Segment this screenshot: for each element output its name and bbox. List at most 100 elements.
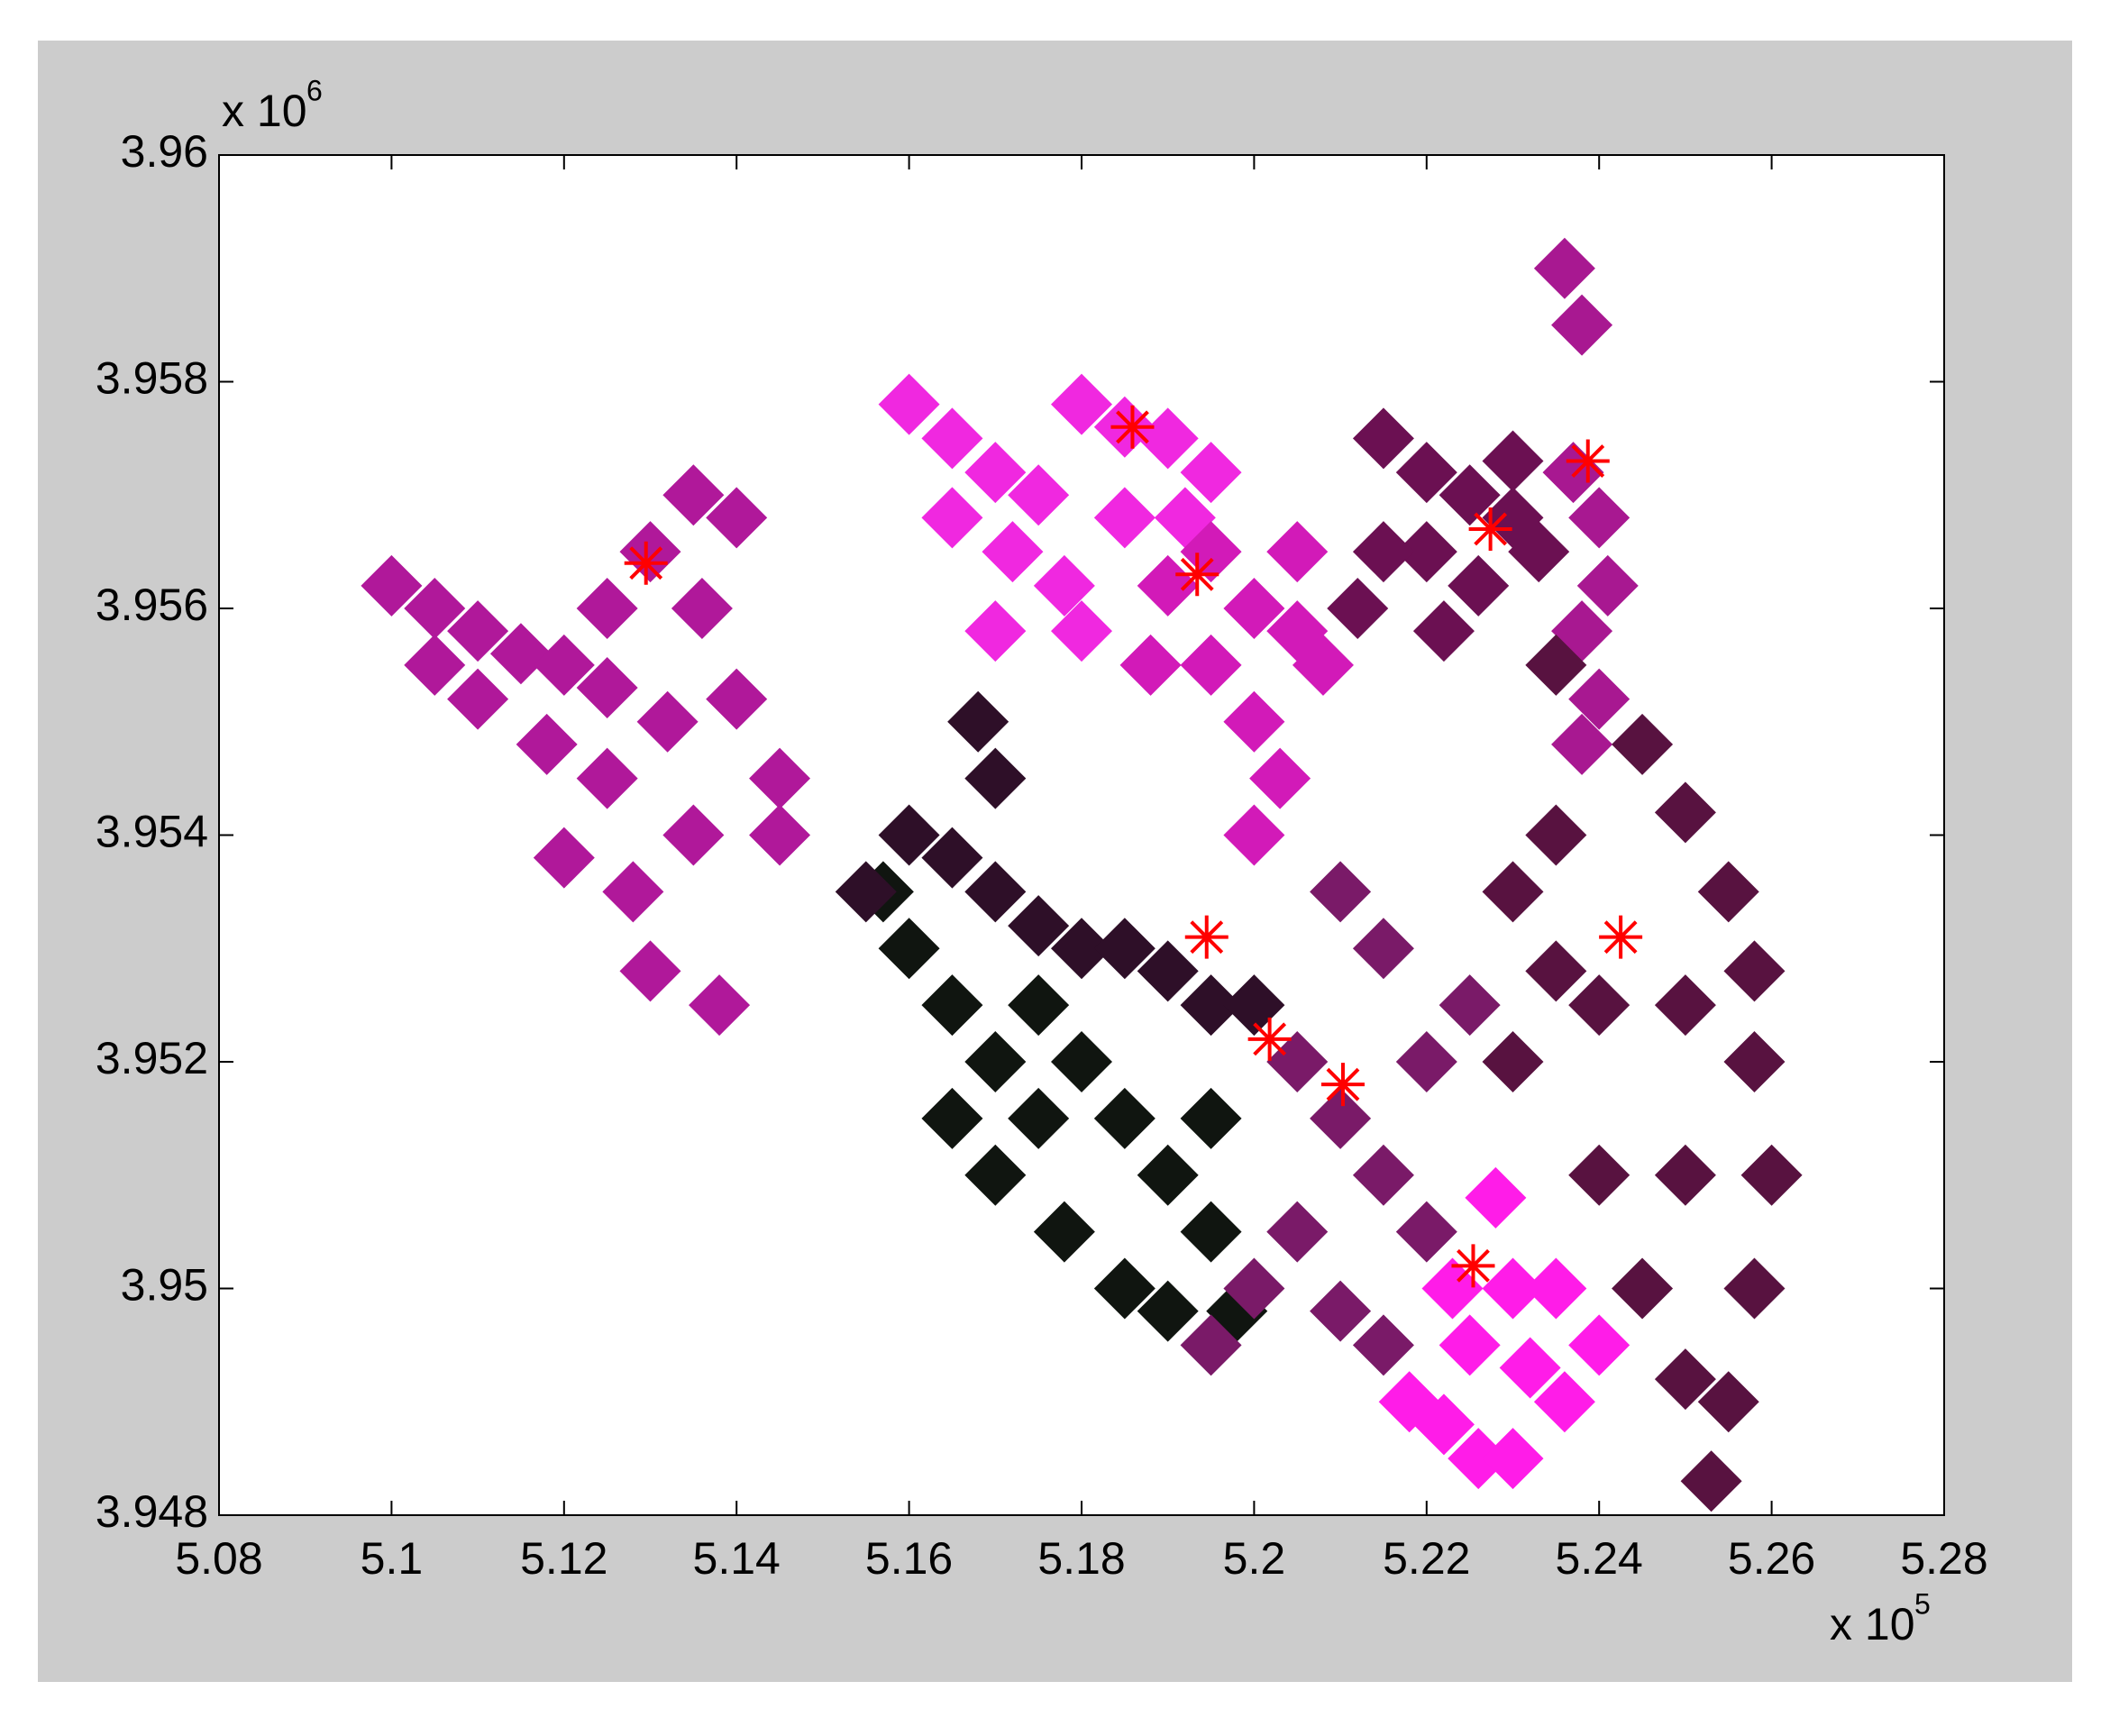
point [1525, 634, 1587, 696]
point [1654, 1348, 1716, 1411]
y-tick-label: 3.954 [96, 807, 208, 857]
point [1180, 1087, 1242, 1149]
point [1395, 521, 1457, 583]
y-tick-label: 3.948 [96, 1486, 208, 1537]
point [1412, 1393, 1475, 1456]
point [1137, 554, 1199, 617]
centroid [1599, 915, 1643, 959]
point [533, 827, 595, 889]
point [1612, 713, 1674, 775]
point [1051, 600, 1112, 662]
point [1266, 1201, 1329, 1263]
point [749, 747, 811, 809]
point [1395, 1031, 1457, 1092]
x-tick-label: 5.26 [1728, 1533, 1815, 1584]
point [1448, 554, 1510, 617]
x-tick-label: 5.08 [175, 1533, 262, 1584]
point [878, 804, 940, 866]
point [1697, 861, 1759, 923]
point [1266, 1031, 1329, 1092]
point [1352, 521, 1414, 583]
point [1093, 1257, 1155, 1320]
point [1482, 861, 1544, 923]
centroid [1451, 1244, 1495, 1288]
centroid [1468, 507, 1512, 551]
point [1180, 974, 1242, 1037]
point [921, 1087, 983, 1149]
point [964, 442, 1027, 504]
point [1551, 294, 1613, 356]
point [576, 747, 638, 809]
y-multiplier: x 10 [222, 86, 307, 136]
point [964, 861, 1027, 923]
point [447, 668, 509, 730]
point [1008, 895, 1070, 957]
point [1137, 1144, 1199, 1206]
point [1533, 1371, 1595, 1433]
point [1352, 1144, 1414, 1206]
point [636, 690, 699, 753]
point [404, 578, 466, 639]
point [1249, 747, 1311, 809]
centroid [624, 541, 668, 585]
point [1654, 1144, 1716, 1206]
point [576, 578, 638, 639]
centroid [1566, 439, 1610, 483]
point [1448, 1428, 1510, 1490]
centroid [1184, 915, 1229, 959]
point [1327, 578, 1389, 639]
point [1051, 1031, 1112, 1092]
marks [361, 237, 1803, 1512]
y-tick-label: 3.95 [121, 1260, 208, 1311]
point [1568, 1144, 1630, 1206]
point [749, 804, 811, 866]
point [1482, 1428, 1544, 1490]
point [964, 1031, 1027, 1092]
point [878, 918, 940, 980]
x-tick-label: 5.18 [1037, 1533, 1125, 1584]
point [361, 554, 423, 617]
point [447, 600, 509, 662]
point [1568, 1314, 1630, 1376]
point [1093, 487, 1155, 549]
point [1008, 464, 1070, 526]
point [706, 487, 768, 549]
x-tick-label: 5.14 [693, 1533, 781, 1584]
x-multiplier: x 10 [1830, 1599, 1915, 1649]
point [1723, 940, 1786, 1002]
point [1223, 578, 1285, 639]
point [1395, 1201, 1457, 1263]
x-tick-label: 5.24 [1556, 1533, 1643, 1584]
point [662, 804, 725, 866]
point [1137, 1280, 1199, 1342]
point [404, 634, 466, 696]
x-tick-label: 5.12 [520, 1533, 607, 1584]
point [921, 407, 983, 470]
point [1508, 521, 1570, 583]
point [964, 747, 1027, 809]
point [1533, 237, 1595, 299]
point [1654, 781, 1716, 844]
point [1310, 1087, 1372, 1149]
point [1525, 804, 1587, 866]
point [671, 578, 733, 639]
centroid [1175, 553, 1219, 597]
point [1033, 1201, 1095, 1263]
point [1223, 690, 1285, 753]
point [1568, 668, 1630, 730]
point [1439, 1314, 1501, 1376]
point [878, 373, 940, 435]
centroid [1247, 1017, 1292, 1061]
point [1008, 974, 1070, 1037]
point [1180, 1201, 1242, 1263]
point [1576, 554, 1639, 617]
point [489, 623, 552, 685]
point [1525, 1257, 1587, 1320]
point [964, 1144, 1027, 1206]
point [1352, 1314, 1414, 1376]
centroid [1320, 1063, 1365, 1107]
point [576, 657, 638, 719]
point [964, 600, 1027, 662]
point [1612, 1257, 1674, 1320]
